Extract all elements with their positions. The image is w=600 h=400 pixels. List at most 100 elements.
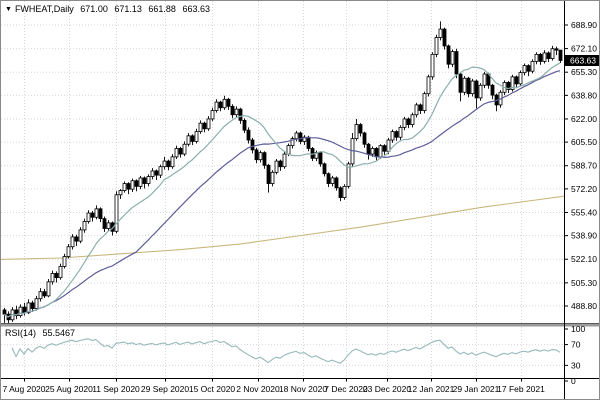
- candle-body: [250, 139, 255, 151]
- candle: [326, 172, 331, 188]
- candle: [90, 210, 95, 222]
- candle-body: [534, 53, 539, 62]
- candle: [506, 81, 511, 93]
- candle: [174, 145, 179, 159]
- candle-body: [66, 246, 71, 257]
- candle-body: [382, 145, 387, 152]
- candle-body: [42, 291, 47, 297]
- symbol-dropdown-icon[interactable]: ▼: [5, 6, 12, 13]
- rsi-panel: [1, 327, 564, 379]
- candle-body: [34, 298, 39, 309]
- candle-body: [102, 218, 107, 229]
- rsi-indicator-label: RSI(14) 55.5467: [5, 328, 79, 338]
- candle: [226, 97, 231, 110]
- time-label: 15 Oct 2020: [189, 384, 236, 394]
- candle-body: [198, 122, 203, 132]
- candle-body: [174, 148, 179, 158]
- candle: [474, 79, 479, 109]
- candle-body: [138, 177, 143, 187]
- candle-body: [26, 302, 31, 314]
- candle: [358, 123, 363, 137]
- candle-body: [490, 84, 495, 96]
- candle-body: [82, 221, 87, 231]
- panel-separator[interactable]: [1, 323, 600, 327]
- chart-plot-area[interactable]: [1, 1, 564, 323]
- candle: [398, 125, 403, 141]
- rsi-value: 55.5467: [42, 328, 76, 338]
- candle-body: [46, 281, 51, 297]
- candle: [394, 130, 399, 141]
- candle-body: [306, 136, 311, 149]
- candle-body: [538, 53, 543, 62]
- time-scale[interactable]: 7 Aug 2020 25 Aug 2020 11 Sep 2020 29 Sep 2…: [2, 378, 545, 395]
- candle-body: [282, 153, 287, 168]
- candle-body: [326, 173, 331, 184]
- candle-body: [234, 108, 239, 116]
- candle-body: [130, 180, 135, 190]
- candle: [466, 76, 471, 98]
- candle: [542, 50, 547, 64]
- candle-body: [50, 273, 55, 283]
- candle: [18, 304, 23, 318]
- candle: [510, 74, 515, 92]
- candle-body: [330, 177, 335, 184]
- candle-body: [414, 104, 419, 116]
- quote-open: 671.00: [80, 4, 108, 14]
- candle-body: [210, 110, 215, 120]
- candle-body: [30, 302, 35, 309]
- rsi-line: [11, 338, 561, 364]
- candle-body: [194, 131, 199, 142]
- candle-body: [346, 163, 351, 187]
- candle-body: [162, 160, 167, 168]
- rsi-name: RSI(14): [5, 328, 37, 338]
- chart-title: ▼ FWHEAT,Daily 671.00 671.13 661.88 663.6…: [5, 4, 214, 14]
- candle: [414, 102, 419, 118]
- candle-body: [354, 124, 359, 140]
- time-label: 7 Aug 2020: [2, 384, 45, 394]
- candle-body: [222, 98, 227, 109]
- candle-body: [390, 131, 395, 141]
- quote-low: 661.88: [148, 4, 176, 14]
- candle-body: [318, 152, 323, 165]
- candle: [438, 21, 443, 41]
- candle: [202, 121, 207, 133]
- candle-body: [398, 126, 403, 138]
- candle: [14, 305, 19, 320]
- candle-body: [454, 51, 459, 75]
- candle-body: [550, 48, 555, 59]
- candle-body: [218, 101, 223, 109]
- candle: [270, 170, 275, 187]
- candle-body: [78, 229, 83, 242]
- candle-body: [434, 37, 439, 55]
- candle-body: [226, 98, 231, 107]
- time-label: 29 Sep 2020: [141, 384, 189, 394]
- candle-body: [166, 160, 171, 168]
- candle: [550, 45, 555, 61]
- candle-body: [394, 131, 399, 138]
- candle: [222, 95, 227, 110]
- candle-body: [290, 138, 295, 147]
- candle-body: [106, 222, 111, 229]
- candle-body: [114, 194, 119, 232]
- time-label: 25 Aug 2020: [45, 384, 93, 394]
- candle-body: [206, 118, 211, 130]
- candle: [122, 181, 127, 193]
- candle: [382, 144, 387, 155]
- main-panel: [1, 1, 564, 323]
- time-label: 18 Nov 2020: [279, 384, 327, 394]
- candle: [322, 162, 327, 177]
- candle: [98, 207, 103, 223]
- candle-body: [450, 51, 455, 65]
- price-scale[interactable]: 688.90 672.10 655.30 638.80 622.00 605.50 588.…: [564, 20, 597, 386]
- candle: [186, 133, 191, 147]
- candle: [546, 51, 551, 63]
- candle-body: [558, 49, 563, 61]
- candle-body: [402, 118, 407, 128]
- candle: [426, 74, 431, 97]
- candle-body: [94, 208, 99, 218]
- price-label: 688.90: [571, 20, 597, 30]
- candle: [274, 158, 279, 175]
- price-label: 655.30: [571, 67, 597, 77]
- candle: [522, 63, 527, 76]
